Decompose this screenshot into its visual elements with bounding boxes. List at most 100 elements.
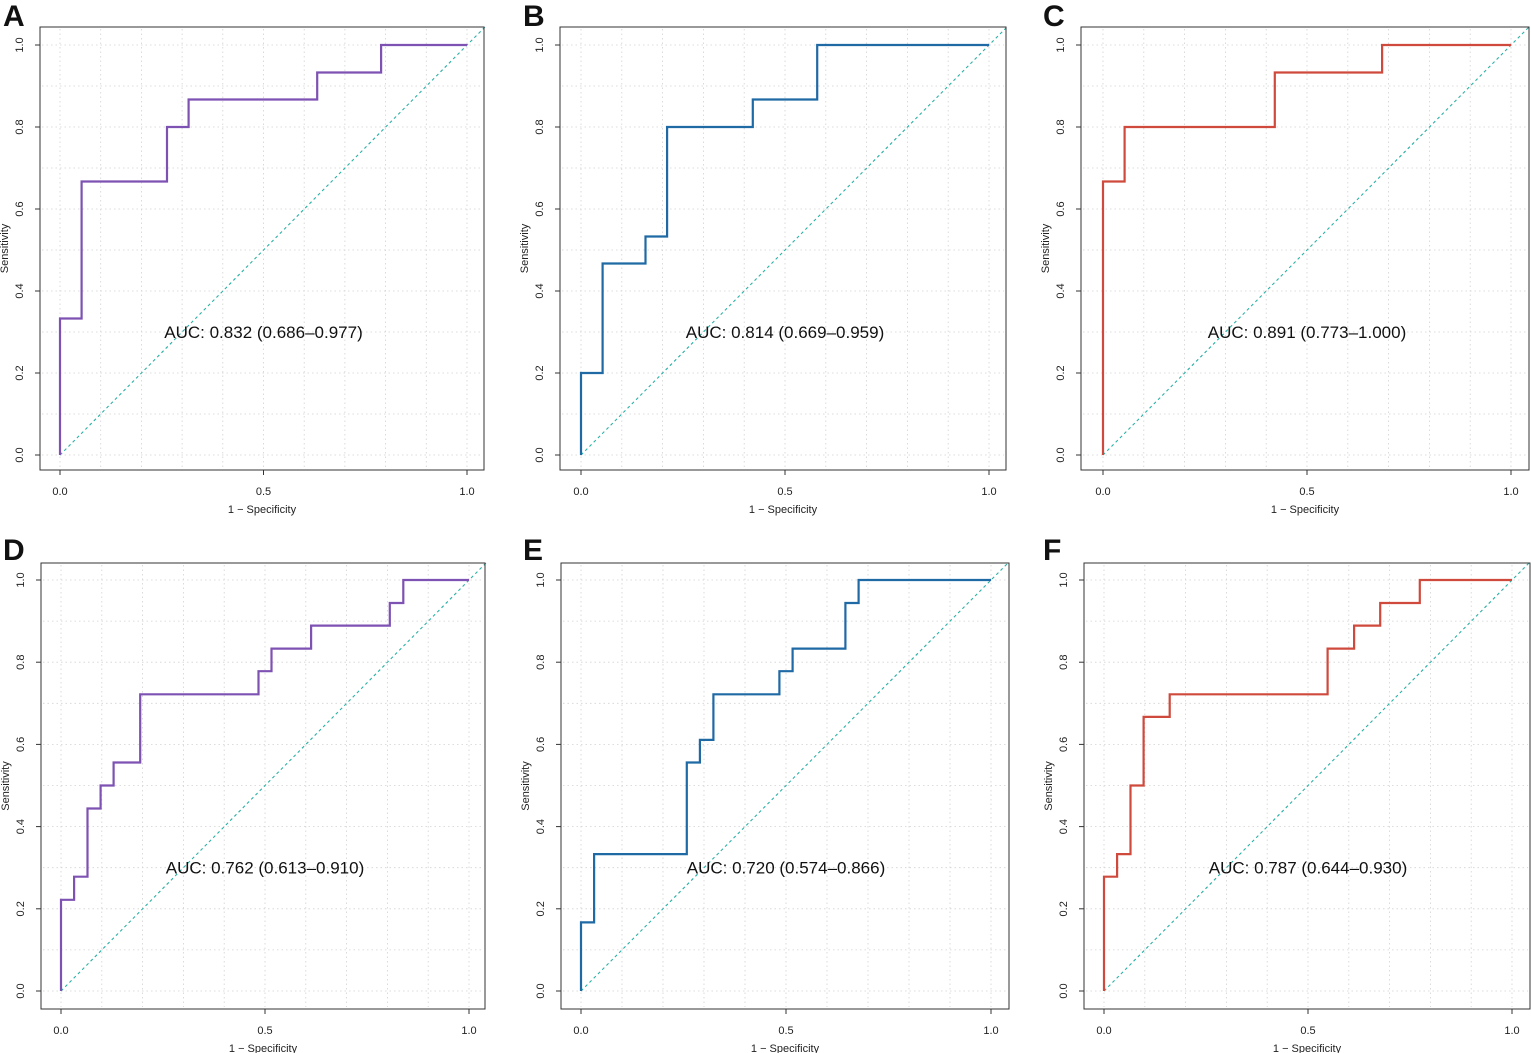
x-tick-label: 0.0 bbox=[1095, 486, 1110, 498]
diagonal-reference-line bbox=[580, 561, 1010, 992]
y-tick-label: 0.0 bbox=[535, 983, 547, 998]
y-tick-label: 0.2 bbox=[535, 901, 547, 916]
plot-frame bbox=[559, 26, 1007, 471]
y-tick-label: 0.8 bbox=[14, 119, 26, 134]
plot-frame bbox=[1083, 562, 1531, 1010]
roc-chart-e: 0.0 0.5 1.0 0.0 0.2 0.4 0.6 0.8 1.0 1 − Specifici… bbox=[520, 561, 1010, 1053]
x-axis-label: 1 − Specificity bbox=[229, 1043, 298, 1053]
roc-chart-a: 0.0 0.5 1.0 0.0 0.2 0.4 0.6 0.8 1.0 1 − Specifici… bbox=[0, 26, 486, 516]
plot-frame bbox=[1080, 26, 1530, 471]
y-tick-label: 0.4 bbox=[1055, 283, 1067, 298]
y-tick-label: 0.2 bbox=[1055, 365, 1067, 380]
y-tick-label: 0.8 bbox=[15, 655, 27, 670]
y-tick-label: 0.0 bbox=[1055, 447, 1067, 462]
x-axis-label: 1 − Specificity bbox=[751, 1043, 820, 1053]
roc-curve bbox=[1102, 578, 1512, 991]
roc-curve bbox=[59, 578, 469, 991]
y-tick-label: 0.2 bbox=[1058, 901, 1070, 916]
y-axis-label: Sensitivity bbox=[1043, 761, 1055, 811]
y-tick-label: 0.8 bbox=[1058, 655, 1070, 670]
y-tick-label: 0.2 bbox=[15, 901, 27, 916]
y-axis-label: Sensitivity bbox=[0, 761, 12, 811]
y-tick-label: 1.0 bbox=[14, 37, 26, 52]
plot-frame bbox=[39, 26, 485, 471]
y-tick-label: 0.6 bbox=[14, 201, 26, 216]
y-tick-label: 0.4 bbox=[15, 819, 27, 834]
auc-annotation: AUC: 0.762 (0.613–0.910) bbox=[166, 859, 364, 878]
y-tick-label: 0.4 bbox=[534, 283, 546, 298]
grid-lines bbox=[43, 565, 483, 1007]
y-tick-label: 0.8 bbox=[534, 119, 546, 134]
y-tick-label: 0.8 bbox=[1055, 119, 1067, 134]
x-tick-label: 0.5 bbox=[256, 486, 271, 498]
y-axis-label: Sensitivity bbox=[0, 223, 11, 273]
roc-chart-f: 0.0 0.5 1.0 0.0 0.2 0.4 0.6 0.8 1.0 1 − Specifici… bbox=[1043, 561, 1531, 1053]
x-tick-label: 1.0 bbox=[1503, 486, 1518, 498]
diagonal-reference-line bbox=[60, 561, 488, 992]
roc-curve bbox=[579, 43, 989, 455]
diagonal-reference-line bbox=[1103, 561, 1531, 992]
y-tick-label: 0.6 bbox=[1055, 201, 1067, 216]
grid-lines bbox=[42, 29, 482, 468]
x-tick-label: 0.0 bbox=[573, 1025, 588, 1037]
x-tick-label: 1.0 bbox=[983, 1025, 998, 1037]
auc-annotation: AUC: 0.720 (0.574–0.866) bbox=[687, 859, 885, 878]
y-tick-label: 1.0 bbox=[15, 572, 27, 587]
y-axis-label: Sensitivity bbox=[1040, 223, 1052, 273]
roc-curve bbox=[1101, 43, 1511, 455]
panel-letter-e: E bbox=[523, 534, 544, 567]
x-tick-label: 1.0 bbox=[461, 1025, 476, 1037]
x-axis-label: 1 − Specificity bbox=[749, 504, 818, 516]
diagonal-reference-line bbox=[1102, 26, 1530, 456]
auc-annotation: AUC: 0.832 (0.686–0.977) bbox=[164, 323, 362, 342]
roc-panel-e: E 0.0 0.5 1.0 0.0 0.2 0.4 0.6 0.8 1.0 1 − Specific… bbox=[520, 534, 1011, 1053]
y-tick-label: 1.0 bbox=[534, 37, 546, 52]
grid-lines bbox=[1086, 565, 1528, 1007]
plot-frame bbox=[560, 562, 1010, 1010]
diagonal-reference-line bbox=[580, 26, 1008, 456]
roc-panel-c: C 0.0 0.5 1.0 0.0 0.2 0.4 0.6 0.8 1.0 1 − Specific… bbox=[1040, 0, 1531, 519]
auc-annotation: AUC: 0.891 (0.773–1.000) bbox=[1208, 323, 1406, 342]
y-tick-label: 0.8 bbox=[535, 655, 547, 670]
y-tick-label: 0.4 bbox=[1058, 819, 1070, 834]
y-tick-label: 0.0 bbox=[15, 983, 27, 998]
y-tick-label: 0.2 bbox=[534, 365, 546, 380]
x-tick-label: 0.5 bbox=[778, 1025, 793, 1037]
x-tick-label: 0.5 bbox=[1299, 486, 1314, 498]
x-tick-label: 0.0 bbox=[52, 486, 67, 498]
y-tick-label: 1.0 bbox=[535, 572, 547, 587]
x-tick-label: 1.0 bbox=[981, 486, 996, 498]
roc-chart-d: 0.0 0.5 1.0 0.0 0.2 0.4 0.6 0.8 1.0 1 − Specifici… bbox=[0, 561, 488, 1053]
y-tick-label: 0.6 bbox=[535, 737, 547, 752]
panel-letter-d: D bbox=[3, 534, 25, 567]
auc-annotation: AUC: 0.787 (0.644–0.930) bbox=[1209, 859, 1407, 878]
roc-curve bbox=[58, 43, 467, 455]
roc-chart-b: 0.0 0.5 1.0 0.0 0.2 0.4 0.6 0.8 1.0 1 − Specifici… bbox=[520, 26, 1008, 516]
panel-letter-f: F bbox=[1043, 534, 1062, 567]
x-tick-label: 0.0 bbox=[53, 1025, 68, 1037]
roc-panel-d: D 0.0 0.5 1.0 0.0 0.2 0.4 0.6 0.8 1.0 1 − Specific… bbox=[0, 534, 491, 1053]
y-tick-label: 1.0 bbox=[1055, 37, 1067, 52]
diagonal-reference-line bbox=[59, 26, 486, 456]
roc-curve bbox=[579, 578, 991, 991]
x-tick-label: 0.5 bbox=[257, 1025, 272, 1037]
x-tick-label: 0.0 bbox=[1096, 1025, 1111, 1037]
grid-lines bbox=[1083, 29, 1527, 468]
panel-letter-a: A bbox=[3, 0, 25, 33]
y-tick-label: 0.0 bbox=[1058, 983, 1070, 998]
x-tick-label: 0.5 bbox=[777, 486, 792, 498]
x-tick-label: 1.0 bbox=[1504, 1025, 1519, 1037]
x-axis-label: 1 − Specificity bbox=[228, 504, 297, 516]
y-tick-label: 0.0 bbox=[14, 447, 26, 462]
roc-panel-b: B 0.0 0.5 1.0 0.0 0.2 0.4 0.6 0.8 1.0 1 − Specific… bbox=[520, 0, 1011, 519]
x-tick-label: 1.0 bbox=[459, 486, 474, 498]
roc-panel-a: A 0.0 0.5 1.0 0.0 0.2 0.4 0.6 0.8 1.0 1 − Specific… bbox=[0, 0, 491, 519]
x-tick-label: 0.5 bbox=[1300, 1025, 1315, 1037]
y-tick-label: 0.6 bbox=[15, 737, 27, 752]
y-tick-label: 0.6 bbox=[1058, 737, 1070, 752]
y-tick-label: 0.2 bbox=[14, 365, 26, 380]
panel-letter-c: C bbox=[1043, 0, 1065, 33]
y-tick-label: 0.4 bbox=[14, 283, 26, 298]
panel-letter-b: B bbox=[523, 0, 545, 33]
x-axis-label: 1 − Specificity bbox=[1271, 504, 1340, 516]
